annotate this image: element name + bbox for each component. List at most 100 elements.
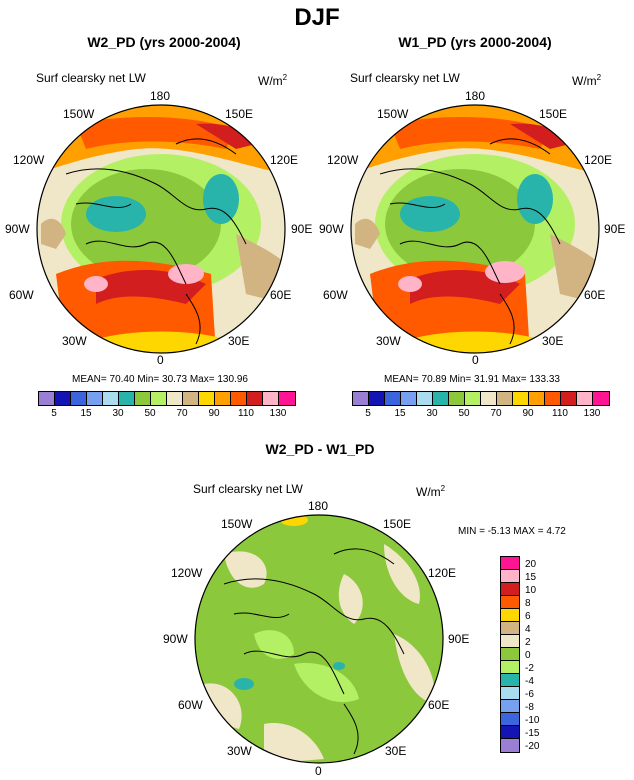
colorbar-swatch <box>231 392 247 405</box>
panel-2-colorbar: 5 15 30 50 70 90 110 130 <box>352 391 610 420</box>
colorbar-swatch <box>167 392 183 405</box>
panel-2-title: W1_PD (yrs 2000-2004) <box>398 34 552 50</box>
colorbar-swatch <box>183 392 199 405</box>
colorbar-label: 110 <box>552 408 568 419</box>
colorbar-label: -15 <box>525 728 540 739</box>
colorbar-swatch <box>481 392 497 405</box>
panel-1-variable: Surf clearsky net LW <box>36 71 146 85</box>
colorbar-swatch <box>103 392 119 405</box>
p3-lon-120w: 120W <box>171 566 203 580</box>
colorbar-swatch <box>385 392 401 405</box>
p2-lon-150e: 150E <box>539 107 568 121</box>
p3-lon-0: 0 <box>315 764 322 778</box>
p2-lon-120w: 120W <box>327 153 359 167</box>
p1-lon-0: 0 <box>157 353 164 367</box>
panel-1-title: W2_PD (yrs 2000-2004) <box>87 34 241 50</box>
p3-lon-60w: 60W <box>178 698 203 712</box>
colorbar-label: 10 <box>525 585 537 596</box>
p3-lon-30w: 30W <box>227 744 252 758</box>
colorbar-swatch <box>501 570 519 583</box>
panel-3-map <box>194 514 444 764</box>
panel-3-units: W/m2 <box>416 484 446 499</box>
panel-3-colorbar-labels: 20 15 10 8 6 4 2 0 -2 -4 -6 -8 -10 -15 -20 <box>525 556 565 766</box>
colorbar-swatch <box>497 392 513 405</box>
colorbar-swatch <box>279 392 295 405</box>
colorbar-label: 2 <box>525 637 531 648</box>
panel-1-map <box>36 104 286 354</box>
colorbar-label: 90 <box>522 408 534 419</box>
colorbar-swatch <box>577 392 593 405</box>
p1-lon-90e: 90E <box>291 222 313 236</box>
colorbar-swatch <box>263 392 279 405</box>
colorbar-swatch <box>501 687 519 700</box>
p2-lon-0: 0 <box>472 353 479 367</box>
colorbar-swatch <box>501 557 519 570</box>
colorbar-swatch <box>501 609 519 622</box>
p3-lon-60e: 60E <box>428 698 450 712</box>
colorbar-swatch <box>215 392 231 405</box>
colorbar-label: 30 <box>426 408 438 419</box>
colorbar-swatch <box>465 392 481 405</box>
panel-2-stats: MEAN= 70.89 Min= 31.91 Max= 133.33 <box>384 374 560 385</box>
panel-1-coastlines <box>65 138 247 345</box>
panel-3-stats: MIN = -5.13 MAX = 4.72 <box>458 526 566 537</box>
p2-lon-180: 180 <box>465 89 486 103</box>
p1-lon-120w: 120W <box>13 153 45 167</box>
colorbar-swatch <box>501 739 519 752</box>
p3-lon-90e: 90E <box>448 632 470 646</box>
colorbar-label: -4 <box>525 676 534 687</box>
colorbar-label: 130 <box>583 408 601 419</box>
colorbar-swatch <box>247 392 263 405</box>
panel-2-variable: Surf clearsky net LW <box>350 71 460 85</box>
colorbar-label: -8 <box>525 702 534 713</box>
p1-lon-120e: 120E <box>270 153 299 167</box>
p1-lon-60w: 60W <box>9 288 34 302</box>
p2-lon-90w: 90W <box>319 222 344 236</box>
colorbar-swatch <box>135 392 151 405</box>
p1-lon-150w: 150W <box>63 107 95 121</box>
colorbar-label: 20 <box>525 559 537 570</box>
p3-lon-120e: 120E <box>428 566 457 580</box>
colorbar-swatch <box>501 596 519 609</box>
panel-2-teal-patch <box>400 196 460 232</box>
colorbar-swatch <box>353 392 369 405</box>
colorbar-swatch <box>501 648 519 661</box>
panel-2-coastlines <box>379 138 561 345</box>
colorbar-swatch <box>433 392 449 405</box>
colorbar-swatch <box>545 392 561 405</box>
colorbar-label: 4 <box>525 624 531 635</box>
colorbar-label: 70 <box>490 408 502 419</box>
colorbar-label: 110 <box>238 408 254 419</box>
p1-lon-30w: 30W <box>62 334 87 348</box>
colorbar-label: 8 <box>525 598 531 609</box>
colorbar-swatch <box>39 392 55 405</box>
panel-3-colorbar <box>500 556 520 753</box>
p2-lon-60e: 60E <box>584 288 606 302</box>
colorbar-swatch <box>501 700 519 713</box>
p2-lon-120e: 120E <box>584 153 613 167</box>
p2-lon-30e: 30E <box>542 334 564 348</box>
colorbar-label: 70 <box>176 408 188 419</box>
p3-lon-150e: 150E <box>383 517 412 531</box>
colorbar-label: 15 <box>80 408 92 419</box>
p3-lon-30e: 30E <box>385 744 407 758</box>
colorbar-swatch <box>199 392 215 405</box>
colorbar-label: 30 <box>112 408 124 419</box>
colorbar-label: 5 <box>51 408 57 419</box>
colorbar-label: 130 <box>269 408 287 419</box>
colorbar-label: 50 <box>144 408 156 419</box>
colorbar-swatch <box>55 392 71 405</box>
panel-1-colorbar: 5 15 30 50 70 90 110 130 <box>38 391 296 420</box>
colorbar-swatch <box>449 392 465 405</box>
colorbar-swatch <box>501 726 519 739</box>
p1-lon-150e: 150E <box>225 107 254 121</box>
colorbar-swatch <box>529 392 545 405</box>
colorbar-label: -2 <box>525 663 534 674</box>
panel-1-stats: MEAN= 70.40 Min= 30.73 Max= 130.96 <box>72 374 248 385</box>
p1-lon-180: 180 <box>150 89 171 103</box>
colorbar-label: 6 <box>525 611 531 622</box>
colorbar-swatch <box>71 392 87 405</box>
p3-lon-150w: 150W <box>221 517 253 531</box>
colorbar-swatch <box>501 583 519 596</box>
p2-lon-150w: 150W <box>377 107 409 121</box>
